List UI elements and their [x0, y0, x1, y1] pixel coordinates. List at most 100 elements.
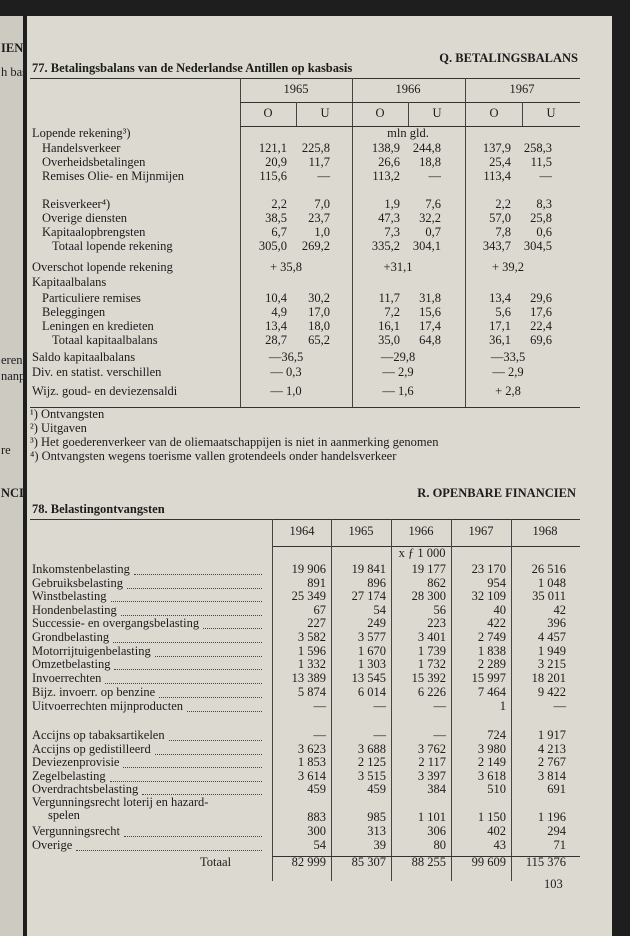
dot-leader	[126, 588, 262, 589]
cell: 17,0	[308, 305, 330, 319]
cell: + 35,8	[269, 260, 303, 274]
cell: 13 545	[351, 671, 386, 685]
table-title: 77. Betalingsbalans van de Nederlandse A…	[32, 61, 353, 75]
cell: 121,1	[258, 141, 287, 155]
cell: 0,7	[425, 225, 441, 239]
row-label: Overheidsbetalingen	[42, 155, 146, 169]
row-label: Particuliere remises	[42, 291, 141, 305]
cell: 1 150	[477, 810, 506, 824]
cell: 402	[487, 824, 506, 838]
cell: —	[313, 699, 327, 713]
rule	[240, 126, 580, 127]
cell: 225,8	[301, 141, 330, 155]
margin-fragment: NCI	[1, 486, 23, 500]
cell: 85 307	[351, 855, 386, 869]
cell: 2,2	[271, 197, 287, 211]
row-label: Accijns op tabaksartikelen	[32, 728, 165, 742]
cell: 115,6	[259, 169, 287, 183]
cell: 65,2	[308, 333, 330, 347]
column-rule	[522, 102, 523, 126]
cell: 1 739	[417, 644, 446, 658]
row-label: Beleggingen	[42, 305, 106, 319]
cell: 64,8	[419, 333, 441, 347]
cell: 724	[487, 728, 506, 742]
cell: 1 838	[477, 644, 506, 658]
cell: 10,4	[265, 291, 287, 305]
cell: 8,3	[536, 197, 552, 211]
year-header: 1964	[289, 524, 315, 538]
cell: —	[373, 699, 387, 713]
cell: 19 906	[291, 562, 326, 576]
cell: 40	[493, 603, 507, 617]
cell: 304,1	[412, 239, 441, 253]
dot-leader	[76, 850, 262, 851]
cell: 71	[553, 838, 567, 852]
row-label: Kapitaalbalans	[32, 275, 107, 289]
table-title: 78. Belastingontvangsten	[32, 502, 165, 516]
cell: 15,6	[419, 305, 441, 319]
cell: +31,1	[383, 260, 413, 274]
row-label: Totaal lopende rekening	[52, 239, 173, 253]
row-label: Bijz. invoerr. op benzine	[32, 685, 156, 699]
column-subhead: O	[375, 106, 385, 120]
cell: 422	[487, 616, 506, 630]
row-label: Remises Olie- en Mijnmijen	[42, 169, 184, 183]
cell: 954	[487, 576, 506, 590]
cell: 137,9	[482, 141, 511, 155]
row-label: Div. en statist. verschillen	[32, 365, 162, 379]
cell: 11,5	[530, 155, 552, 169]
cell: 67	[313, 603, 327, 617]
cell: 7,3	[384, 225, 400, 239]
cell: 56	[433, 603, 447, 617]
margin-fragment: re	[1, 443, 11, 457]
cell: 3 215	[537, 657, 566, 671]
cell: 88 255	[411, 855, 446, 869]
cell: 223	[427, 616, 446, 630]
column-subhead: U	[432, 106, 442, 120]
cell: 1	[499, 699, 506, 713]
cell: 57,0	[489, 211, 511, 225]
cell: 896	[367, 576, 386, 590]
cell: 26 516	[531, 562, 566, 576]
cell: 249	[367, 616, 386, 630]
cell: — 1,0	[270, 384, 302, 398]
cell: 35 011	[532, 589, 566, 603]
cell: 3 688	[357, 742, 386, 756]
cell: 2 125	[357, 755, 386, 769]
cell: 54	[313, 838, 327, 852]
cell: 7,0	[314, 197, 330, 211]
cell: 6 014	[357, 685, 386, 699]
dot-leader	[114, 669, 262, 670]
cell: 13 389	[291, 671, 326, 685]
section-heading: R. OPENBARE FINANCIEN	[417, 486, 576, 500]
row-label: Accijns op gedistilleerd	[32, 742, 151, 756]
cell: 306	[427, 824, 446, 838]
cell: 384	[427, 782, 446, 796]
cell: 32 109	[471, 589, 506, 603]
section-heading: Q. BETALINGSBALANS	[439, 51, 578, 65]
dot-leader	[110, 601, 262, 602]
row-label: Uitvoerrechten mijnproducten	[32, 699, 183, 713]
cell: + 2,8	[495, 384, 521, 398]
cell: 691	[547, 782, 566, 796]
cell: 42	[553, 603, 567, 617]
cell: 28,7	[265, 333, 287, 347]
cell: 4 213	[537, 742, 566, 756]
cell: 1,9	[384, 197, 400, 211]
column-subhead: O	[489, 106, 499, 120]
cell: —33,5	[490, 350, 526, 364]
cell: —	[428, 169, 442, 183]
rule	[272, 546, 580, 547]
row-label: Winstbelasting	[32, 589, 107, 603]
cell: 313	[367, 824, 386, 838]
column-rule	[408, 102, 409, 126]
column-rule	[451, 519, 452, 881]
cell: 11,7	[378, 291, 400, 305]
cell: 7,6	[425, 197, 441, 211]
cell: 7 464	[477, 685, 506, 699]
cell: 3 623	[297, 742, 326, 756]
cell: 17,1	[489, 319, 511, 333]
cell: 99 609	[471, 855, 506, 869]
dot-leader	[109, 781, 262, 782]
year-header: 1965	[348, 524, 374, 538]
